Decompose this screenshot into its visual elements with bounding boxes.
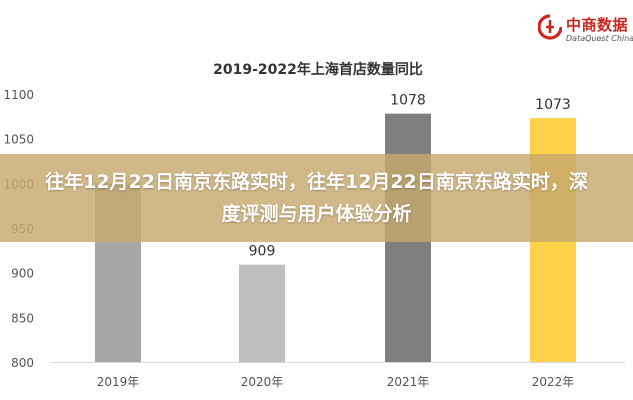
- x-tick-label: 2021年: [387, 375, 430, 389]
- logo-mark-icon: [538, 14, 562, 40]
- y-tick-label: 1100: [3, 88, 34, 102]
- x-tick-label: 2020年: [241, 375, 284, 389]
- headline-banner: 往年12月22日南京东路实时，往年12月22日南京东路实时，深度评测与用户体验分…: [0, 154, 633, 242]
- y-tick-label: 800: [11, 356, 34, 370]
- logo-name: 中商数据: [566, 16, 629, 34]
- data-label: 1078: [390, 93, 426, 109]
- data-label: 1073: [535, 97, 571, 113]
- y-tick-label: 1050: [3, 133, 34, 147]
- y-tick-label: 900: [11, 267, 34, 281]
- x-tick-label: 2022年: [532, 375, 575, 389]
- bar-2020年: [239, 264, 285, 362]
- y-tick-label: 850: [11, 311, 34, 325]
- chart-title: 2019-2022年上海首店数量同比: [213, 61, 423, 78]
- data-label: 909: [249, 244, 276, 260]
- x-axis: 2019年 2020年 2021年 2022年: [50, 362, 625, 389]
- logo: 中商数据 DataQuest China: [538, 12, 633, 48]
- x-tick-label: 2019年: [97, 375, 140, 389]
- headline-text: 往年12月22日南京东路实时，往年12月22日南京东路实时，深度评测与用户体验分…: [45, 171, 588, 225]
- logo-subtitle: DataQuest China: [566, 34, 633, 43]
